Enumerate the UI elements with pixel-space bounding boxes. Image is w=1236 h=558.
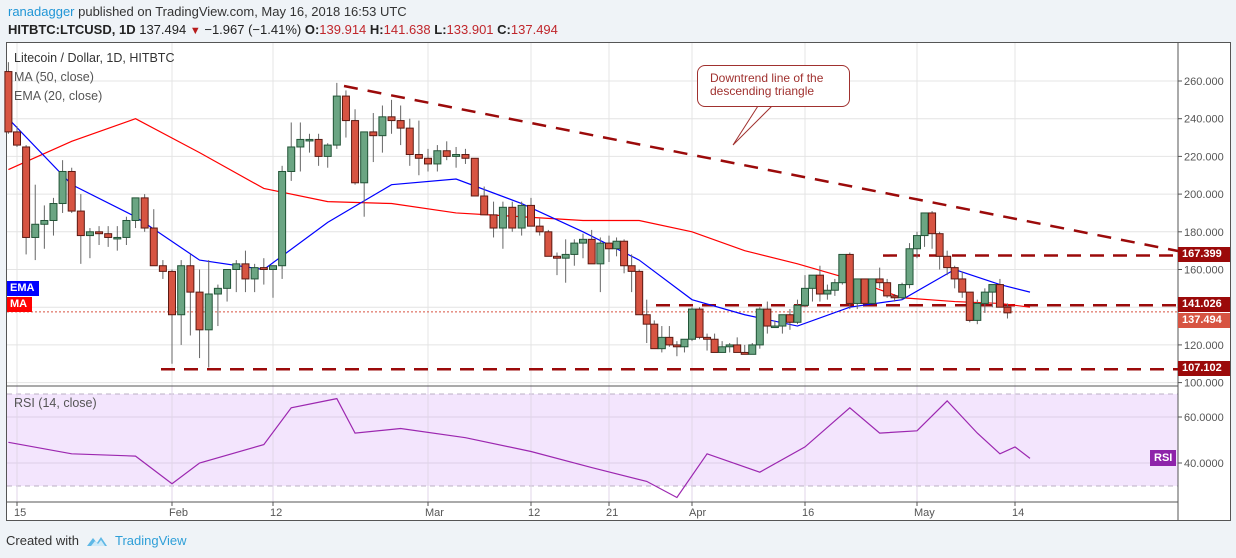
publish-info: ranadagger published on TradingView.com,… xyxy=(8,4,407,19)
annotation-callout[interactable]: Downtrend line of the descending triangl… xyxy=(697,65,850,107)
svg-text:12: 12 xyxy=(270,507,282,519)
svg-text:260.000: 260.000 xyxy=(1184,76,1224,88)
author-link[interactable]: ranadagger xyxy=(8,4,75,19)
svg-text:Mar: Mar xyxy=(425,507,444,519)
svg-text:120.000: 120.000 xyxy=(1184,340,1224,352)
tradingview-link[interactable]: TradingView xyxy=(114,533,187,548)
svg-text:14: 14 xyxy=(1012,507,1024,519)
svg-text:200.000: 200.000 xyxy=(1184,189,1224,201)
open-label: O: xyxy=(304,22,320,37)
svg-text:160.000: 160.000 xyxy=(1184,265,1224,277)
created-with-label: Created with xyxy=(6,533,79,548)
tradingview-logo-icon xyxy=(86,536,107,546)
ma-tag: MA xyxy=(7,297,32,312)
level-tag-141: 141.026 xyxy=(1178,297,1230,312)
svg-text:May: May xyxy=(914,507,935,519)
svg-text:15: 15 xyxy=(14,507,26,519)
level-tag-107: 107.102 xyxy=(1178,361,1230,376)
svg-text:180.000: 180.000 xyxy=(1184,227,1224,239)
svg-text:Feb: Feb xyxy=(169,507,188,519)
symbol-label: HITBTC:LTCUSD, 1D xyxy=(8,22,136,37)
rsi-tag: RSI xyxy=(1150,450,1177,466)
svg-text:16: 16 xyxy=(802,507,814,519)
price-change: −1.967 (−1.41%) xyxy=(204,22,302,37)
svg-text:60.0000: 60.0000 xyxy=(1184,412,1224,424)
ma-legend[interactable]: MA (50, close) xyxy=(14,70,94,84)
ema-legend[interactable]: EMA (20, close) xyxy=(14,89,103,103)
level-tag-167: 167.399 xyxy=(1178,247,1230,262)
down-triangle-icon: ▼ xyxy=(189,25,201,37)
high-value: 141.638 xyxy=(383,22,431,37)
ema-tag: EMA xyxy=(7,281,39,296)
open-value: 139.914 xyxy=(319,22,367,37)
chart-title: Litecoin / Dollar, 1D, HITBTC xyxy=(14,51,175,65)
svg-text:Apr: Apr xyxy=(689,507,706,519)
footer: Created with TradingView xyxy=(6,533,187,548)
last-price-tag: 137.494 xyxy=(1178,313,1230,328)
last-price: 137.494 xyxy=(139,22,187,37)
svg-text:40.0000: 40.0000 xyxy=(1184,458,1224,470)
close-label: C: xyxy=(497,22,511,37)
svg-text:100.000: 100.000 xyxy=(1184,378,1224,390)
low-label: L: xyxy=(434,22,447,37)
svg-text:21: 21 xyxy=(606,507,618,519)
svg-text:220.000: 220.000 xyxy=(1184,151,1224,163)
high-label: H: xyxy=(369,22,384,37)
publish-text: published on TradingView.com, May 16, 20… xyxy=(74,4,407,19)
symbol-info-bar: HITBTC:LTCUSD, 1D 137.494 ▼ −1.967 (−1.4… xyxy=(8,22,558,37)
rsi-legend[interactable]: RSI (14, close) xyxy=(14,396,97,410)
svg-text:12: 12 xyxy=(528,507,540,519)
svg-text:240.000: 240.000 xyxy=(1184,114,1224,126)
close-value: 137.494 xyxy=(510,22,558,37)
low-value: 133.901 xyxy=(446,22,494,37)
